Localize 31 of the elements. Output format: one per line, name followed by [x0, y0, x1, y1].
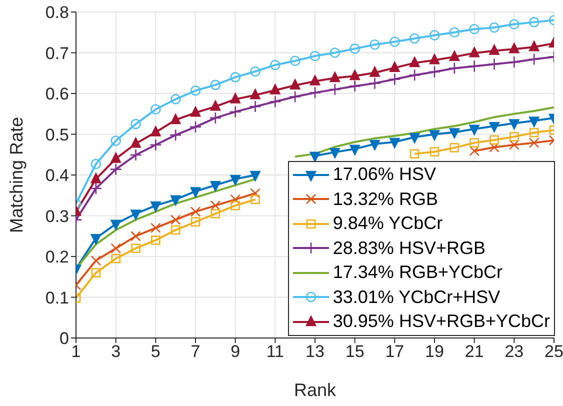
y-tick-label: 0.3 — [45, 206, 69, 226]
y-tick-label: 0.1 — [45, 288, 69, 308]
x-tick-label: 25 — [544, 342, 563, 362]
x-tick-label: 1 — [71, 342, 81, 362]
x-tick-label: 7 — [190, 342, 200, 362]
x-tick-label: 9 — [230, 342, 240, 362]
y-tick-label: 0.6 — [45, 84, 69, 104]
y-axis-title: Matching Rate — [6, 116, 26, 234]
x-tick-label: 3 — [111, 342, 121, 362]
x-tick-label: 15 — [345, 342, 364, 362]
y-tick-label: 0.5 — [45, 125, 69, 144]
x-tick-label: 19 — [425, 342, 444, 362]
y-tick-label: 0.2 — [45, 248, 69, 267]
x-tick-label: 17 — [385, 342, 404, 362]
y-tick-label: 0 — [60, 329, 69, 348]
y-tick-label: 0.7 — [45, 44, 69, 63]
x-tick-label: 13 — [306, 342, 324, 362]
y-tick-label: 0.4 — [45, 166, 69, 186]
legend-label: 17.06% HSV — [332, 164, 436, 186]
x-tick-label: 23 — [504, 342, 524, 362]
legend-label: 9.84% YCbCr — [332, 213, 443, 234]
y-tick-label: 0.8 — [45, 3, 69, 22]
legend-label: 33.01% YCbCr+HSV — [332, 286, 500, 308]
x-tick-label: 11 — [266, 342, 284, 362]
legend-label: 30.95% HSV+RGB+YCbCr — [332, 311, 550, 332]
x-tick-label: 5 — [150, 342, 160, 362]
legend-label: 13.32% RGB — [332, 188, 438, 210]
x-tick-label: 21 — [464, 342, 484, 362]
legend-label: 17.34% RGB+YCbCr — [332, 262, 502, 284]
legend-label: 28.83% HSV+RGB — [332, 238, 486, 259]
x-axis-title: Rank — [294, 380, 338, 400]
